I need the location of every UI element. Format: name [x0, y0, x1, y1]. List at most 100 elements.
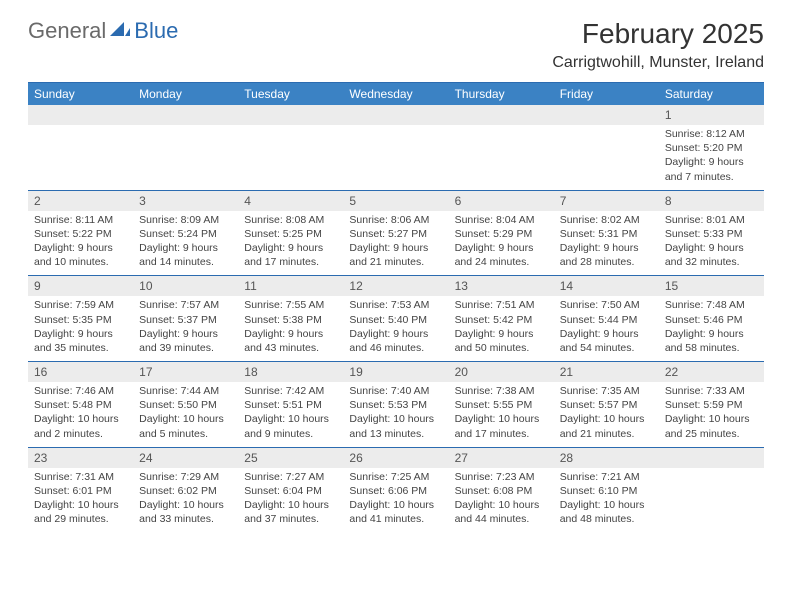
sunset-text: Sunset: 5:42 PM: [455, 313, 548, 327]
calendar-cell: 19Sunrise: 7:40 AMSunset: 5:53 PMDayligh…: [343, 362, 448, 447]
day-header: Thursday: [449, 83, 554, 105]
logo-text-general: General: [28, 18, 106, 44]
calendar-cell: [554, 105, 659, 190]
sunset-text: Sunset: 5:31 PM: [560, 227, 653, 241]
sunrise-text: Sunrise: 7:55 AM: [244, 298, 337, 312]
calendar-cell: 15Sunrise: 7:48 AMSunset: 5:46 PMDayligh…: [659, 276, 764, 361]
calendar-cell: 14Sunrise: 7:50 AMSunset: 5:44 PMDayligh…: [554, 276, 659, 361]
day-number: 12: [343, 276, 448, 296]
day-info: Sunrise: 7:59 AMSunset: 5:35 PMDaylight:…: [28, 298, 133, 355]
day-number: 8: [659, 191, 764, 211]
calendar-week: 23Sunrise: 7:31 AMSunset: 6:01 PMDayligh…: [28, 448, 764, 533]
calendar-cell: 6Sunrise: 8:04 AMSunset: 5:29 PMDaylight…: [449, 191, 554, 276]
day-header: Tuesday: [238, 83, 343, 105]
daylight-text: Daylight: 10 hours and 44 minutes.: [455, 498, 548, 526]
title-block: February 2025 Carrigtwohill, Munster, Ir…: [552, 18, 764, 72]
day-number: [343, 105, 448, 125]
sunset-text: Sunset: 6:08 PM: [455, 484, 548, 498]
calendar-cell: 25Sunrise: 7:27 AMSunset: 6:04 PMDayligh…: [238, 448, 343, 533]
calendar-cell: 21Sunrise: 7:35 AMSunset: 5:57 PMDayligh…: [554, 362, 659, 447]
sunset-text: Sunset: 5:22 PM: [34, 227, 127, 241]
day-header: Friday: [554, 83, 659, 105]
daylight-text: Daylight: 9 hours and 10 minutes.: [34, 241, 127, 269]
calendar-cell: 10Sunrise: 7:57 AMSunset: 5:37 PMDayligh…: [133, 276, 238, 361]
sunrise-text: Sunrise: 7:25 AM: [349, 470, 442, 484]
day-number: 10: [133, 276, 238, 296]
day-number: 19: [343, 362, 448, 382]
sunrise-text: Sunrise: 7:53 AM: [349, 298, 442, 312]
day-number: 24: [133, 448, 238, 468]
calendar-cell: 16Sunrise: 7:46 AMSunset: 5:48 PMDayligh…: [28, 362, 133, 447]
sunrise-text: Sunrise: 7:44 AM: [139, 384, 232, 398]
day-header: Wednesday: [343, 83, 448, 105]
day-info: Sunrise: 7:35 AMSunset: 5:57 PMDaylight:…: [554, 384, 659, 441]
sunset-text: Sunset: 5:35 PM: [34, 313, 127, 327]
day-number: 2: [28, 191, 133, 211]
day-info: Sunrise: 7:44 AMSunset: 5:50 PMDaylight:…: [133, 384, 238, 441]
day-header: Monday: [133, 83, 238, 105]
day-number: 5: [343, 191, 448, 211]
daylight-text: Daylight: 9 hours and 24 minutes.: [455, 241, 548, 269]
day-info: Sunrise: 7:40 AMSunset: 5:53 PMDaylight:…: [343, 384, 448, 441]
sunrise-text: Sunrise: 8:04 AM: [455, 213, 548, 227]
day-number: 14: [554, 276, 659, 296]
day-number: 20: [449, 362, 554, 382]
day-number: [659, 448, 764, 468]
daylight-text: Daylight: 10 hours and 17 minutes.: [455, 412, 548, 440]
daylight-text: Daylight: 9 hours and 46 minutes.: [349, 327, 442, 355]
day-header-row: Sunday Monday Tuesday Wednesday Thursday…: [28, 83, 764, 105]
day-info: Sunrise: 7:38 AMSunset: 5:55 PMDaylight:…: [449, 384, 554, 441]
calendar-cell: 3Sunrise: 8:09 AMSunset: 5:24 PMDaylight…: [133, 191, 238, 276]
day-info: Sunrise: 8:11 AMSunset: 5:22 PMDaylight:…: [28, 213, 133, 270]
sunset-text: Sunset: 5:27 PM: [349, 227, 442, 241]
sunset-text: Sunset: 6:06 PM: [349, 484, 442, 498]
day-number: 25: [238, 448, 343, 468]
calendar-cell: 11Sunrise: 7:55 AMSunset: 5:38 PMDayligh…: [238, 276, 343, 361]
sunset-text: Sunset: 5:59 PM: [665, 398, 758, 412]
day-number: 22: [659, 362, 764, 382]
sunrise-text: Sunrise: 7:42 AM: [244, 384, 337, 398]
location-subtitle: Carrigtwohill, Munster, Ireland: [552, 54, 764, 72]
sunrise-text: Sunrise: 8:08 AM: [244, 213, 337, 227]
sunset-text: Sunset: 5:33 PM: [665, 227, 758, 241]
calendar-cell: 8Sunrise: 8:01 AMSunset: 5:33 PMDaylight…: [659, 191, 764, 276]
calendar-cell: [343, 105, 448, 190]
sunset-text: Sunset: 5:55 PM: [455, 398, 548, 412]
calendar-cell: 18Sunrise: 7:42 AMSunset: 5:51 PMDayligh…: [238, 362, 343, 447]
daylight-text: Daylight: 10 hours and 33 minutes.: [139, 498, 232, 526]
daylight-text: Daylight: 10 hours and 25 minutes.: [665, 412, 758, 440]
calendar-cell: 24Sunrise: 7:29 AMSunset: 6:02 PMDayligh…: [133, 448, 238, 533]
daylight-text: Daylight: 9 hours and 28 minutes.: [560, 241, 653, 269]
day-number: 6: [449, 191, 554, 211]
sunset-text: Sunset: 6:10 PM: [560, 484, 653, 498]
day-info: Sunrise: 7:48 AMSunset: 5:46 PMDaylight:…: [659, 298, 764, 355]
day-number: [449, 105, 554, 125]
calendar-cell: 17Sunrise: 7:44 AMSunset: 5:50 PMDayligh…: [133, 362, 238, 447]
daylight-text: Daylight: 9 hours and 35 minutes.: [34, 327, 127, 355]
day-info: Sunrise: 7:29 AMSunset: 6:02 PMDaylight:…: [133, 470, 238, 527]
day-number: 11: [238, 276, 343, 296]
day-info: Sunrise: 7:42 AMSunset: 5:51 PMDaylight:…: [238, 384, 343, 441]
day-number: 28: [554, 448, 659, 468]
day-info: Sunrise: 8:02 AMSunset: 5:31 PMDaylight:…: [554, 213, 659, 270]
calendar-cell: 22Sunrise: 7:33 AMSunset: 5:59 PMDayligh…: [659, 362, 764, 447]
sunrise-text: Sunrise: 7:21 AM: [560, 470, 653, 484]
day-info: Sunrise: 7:57 AMSunset: 5:37 PMDaylight:…: [133, 298, 238, 355]
daylight-text: Daylight: 9 hours and 50 minutes.: [455, 327, 548, 355]
daylight-text: Daylight: 10 hours and 29 minutes.: [34, 498, 127, 526]
calendar-cell: 23Sunrise: 7:31 AMSunset: 6:01 PMDayligh…: [28, 448, 133, 533]
daylight-text: Daylight: 9 hours and 17 minutes.: [244, 241, 337, 269]
day-number: 26: [343, 448, 448, 468]
sunrise-text: Sunrise: 8:06 AM: [349, 213, 442, 227]
day-number: [238, 105, 343, 125]
day-info: Sunrise: 7:51 AMSunset: 5:42 PMDaylight:…: [449, 298, 554, 355]
day-info: Sunrise: 7:23 AMSunset: 6:08 PMDaylight:…: [449, 470, 554, 527]
day-header: Saturday: [659, 83, 764, 105]
sunrise-text: Sunrise: 7:31 AM: [34, 470, 127, 484]
sunrise-text: Sunrise: 8:12 AM: [665, 127, 758, 141]
logo: General Blue: [28, 18, 178, 44]
day-info: Sunrise: 7:33 AMSunset: 5:59 PMDaylight:…: [659, 384, 764, 441]
logo-sail-icon: [110, 20, 130, 43]
sunset-text: Sunset: 6:04 PM: [244, 484, 337, 498]
day-number: 16: [28, 362, 133, 382]
